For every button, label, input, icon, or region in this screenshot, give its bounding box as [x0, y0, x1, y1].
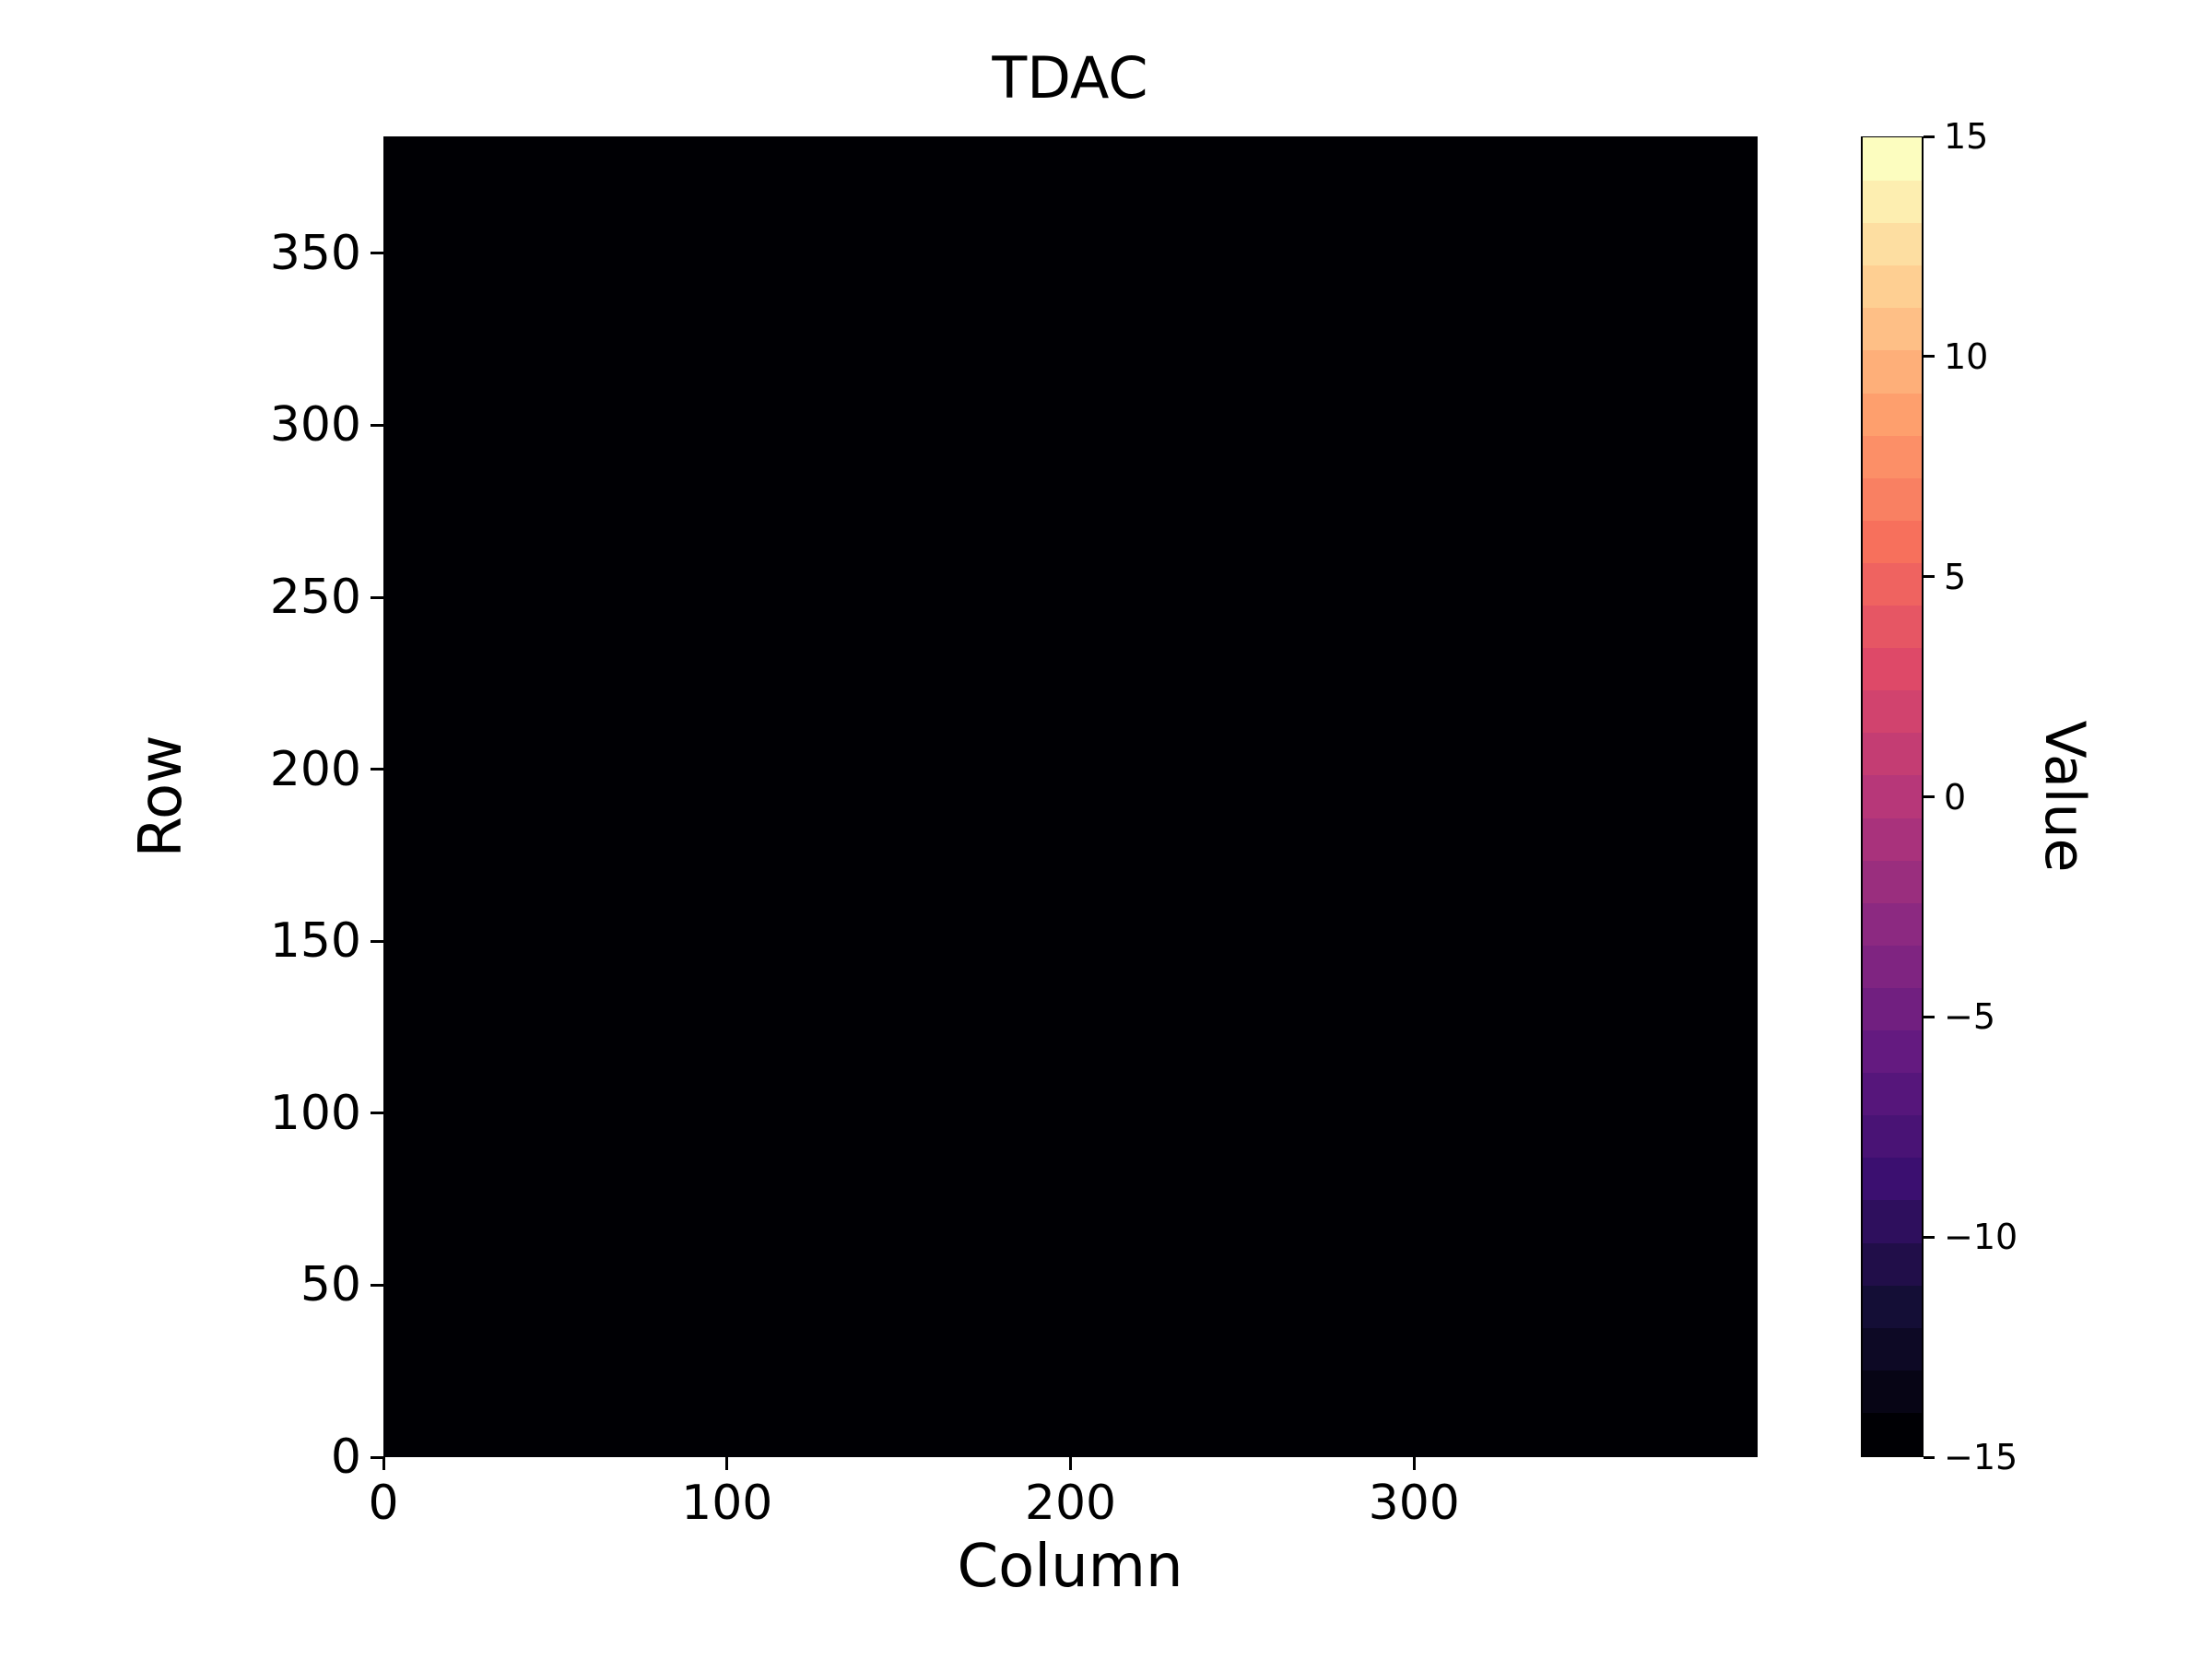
colorbar-band [1863, 349, 1922, 394]
colorbar-band [1863, 732, 1922, 776]
y-tick-label: 350 [269, 225, 361, 281]
colorbar-band [1863, 1029, 1922, 1074]
colorbar-band [1863, 222, 1922, 266]
colorbar-band [1863, 1114, 1922, 1159]
y-tick-mark [371, 1112, 383, 1115]
colorbar-band [1863, 817, 1922, 861]
colorbar-band [1863, 1157, 1922, 1201]
colorbar-band [1863, 1072, 1922, 1116]
colorbar-band [1863, 179, 1922, 224]
x-axis-label: Column [957, 1533, 1183, 1601]
y-tick-label: 50 [300, 1257, 361, 1313]
colorbar-tick-label: 0 [1944, 776, 1967, 818]
colorbar [1861, 136, 1924, 1457]
colorbar-tick-mark [1924, 795, 1935, 798]
colorbar-tick-mark [1924, 355, 1935, 359]
colorbar-band [1863, 265, 1922, 309]
x-tick-mark [1069, 1457, 1072, 1470]
y-tick-mark [371, 1283, 383, 1287]
colorbar-band [1863, 307, 1922, 351]
colorbar-tick-mark [1924, 135, 1935, 138]
y-tick-label: 100 [269, 1085, 361, 1141]
colorbar-tick-mark [1924, 1455, 1935, 1459]
x-tick-label: 200 [1024, 1476, 1117, 1531]
y-tick-label: 0 [330, 1430, 361, 1485]
colorbar-band [1863, 647, 1922, 691]
x-tick-mark [382, 1457, 385, 1470]
colorbar-tick-label: −5 [1944, 996, 1996, 1038]
y-tick-label: 200 [269, 741, 361, 797]
colorbar-band [1863, 1284, 1922, 1328]
y-axis-label: Row [127, 735, 195, 858]
colorbar-band [1863, 434, 1922, 478]
colorbar-tick-mark [1924, 1015, 1935, 1018]
colorbar-tick-mark [1924, 575, 1935, 579]
colorbar-band [1863, 1369, 1922, 1413]
colorbar-tick-label: 5 [1944, 556, 1967, 597]
colorbar-band [1863, 986, 1922, 1031]
colorbar-band [1863, 1411, 1922, 1455]
colorbar-tick-label: −15 [1944, 1437, 2018, 1477]
y-tick-mark [371, 423, 383, 427]
x-tick-label: 300 [1368, 1476, 1460, 1531]
y-tick-label: 150 [269, 913, 361, 970]
colorbar-tick-label: 10 [1944, 335, 1989, 377]
colorbar-band [1863, 944, 1922, 988]
y-tick-mark [371, 939, 383, 943]
colorbar-band [1863, 519, 1922, 563]
colorbar-band [1863, 1326, 1922, 1371]
colorbar-band [1863, 604, 1922, 649]
colorbar-band [1863, 392, 1922, 436]
x-tick-label: 0 [368, 1476, 399, 1531]
y-tick-label: 250 [269, 570, 361, 626]
chart-title: TDAC [992, 44, 1148, 112]
x-tick-mark [1412, 1457, 1416, 1470]
heatmap-area [383, 136, 1758, 1457]
colorbar-band [1863, 477, 1922, 521]
colorbar-label: Value [2032, 720, 2097, 873]
y-tick-mark [371, 595, 383, 599]
colorbar-tick-label: 15 [1944, 116, 1989, 157]
x-tick-mark [725, 1457, 729, 1470]
y-tick-mark [371, 1455, 383, 1459]
colorbar-band [1863, 561, 1922, 606]
colorbar-tick-mark [1924, 1235, 1935, 1239]
y-tick-label: 300 [269, 397, 361, 453]
colorbar-band [1863, 1199, 1922, 1243]
y-tick-mark [371, 252, 383, 255]
colorbar-band [1863, 901, 1922, 946]
x-tick-label: 100 [681, 1476, 773, 1531]
colorbar-band [1863, 689, 1922, 734]
colorbar-band [1863, 859, 1922, 903]
y-tick-mark [371, 768, 383, 771]
colorbar-band [1863, 136, 1922, 182]
colorbar-band [1863, 774, 1922, 818]
colorbar-tick-label: −10 [1944, 1217, 2018, 1258]
colorbar-band [1863, 1241, 1922, 1286]
